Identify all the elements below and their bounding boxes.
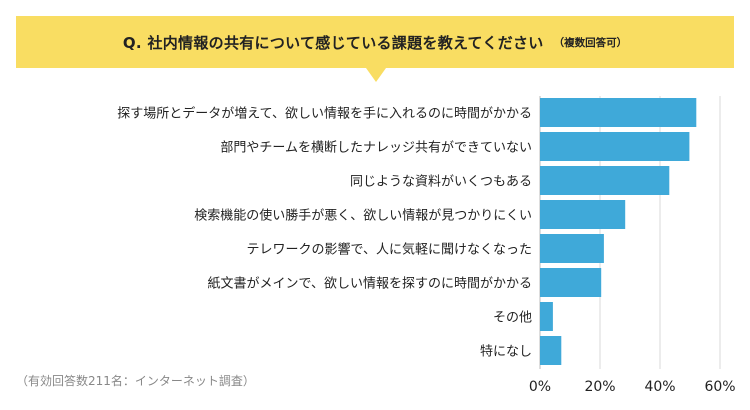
category-label: その他 [493,311,532,326]
banner-pointer [366,68,386,82]
question-banner: Q. 社内情報の共有について感じている課題を教えてください （複数回答可） [16,16,734,68]
category-label: 検索機能の使い勝手が悪く、欲しい情報が見つかりにくい [194,208,532,224]
bar [540,234,604,263]
category-label: テレワークの影響で、人に気軽に聞けなくなった [247,242,532,258]
category-label: 探す場所とデータが増えて、欲しい情報を手に入れるのに時間がかかる [117,106,532,122]
bar [540,166,670,195]
bar [540,132,690,161]
footnote: （有効回答数211名：インターネット調査） [16,374,255,388]
bar [540,336,562,365]
bar [540,98,697,127]
x-tick-label: 0% [529,379,551,395]
category-label: 同じような資料がいくつもある [350,175,532,190]
bar [540,200,626,229]
x-tick-label: 40% [644,379,675,395]
question-title: Q. 社内情報の共有について感じている課題を教えてください [122,33,544,52]
bar [540,268,602,297]
x-tick-label: 60% [704,379,735,395]
question-note: （複数回答可） [553,36,628,49]
category-label: 特になし [480,345,532,360]
x-tick-label: 20% [584,379,615,395]
bar [540,302,553,331]
category-label: 部門やチームを横断したナレッジ共有ができていない [220,141,532,156]
category-label: 紙文書がメインで、欲しい情報を探すのに時間がかかる [208,276,532,292]
